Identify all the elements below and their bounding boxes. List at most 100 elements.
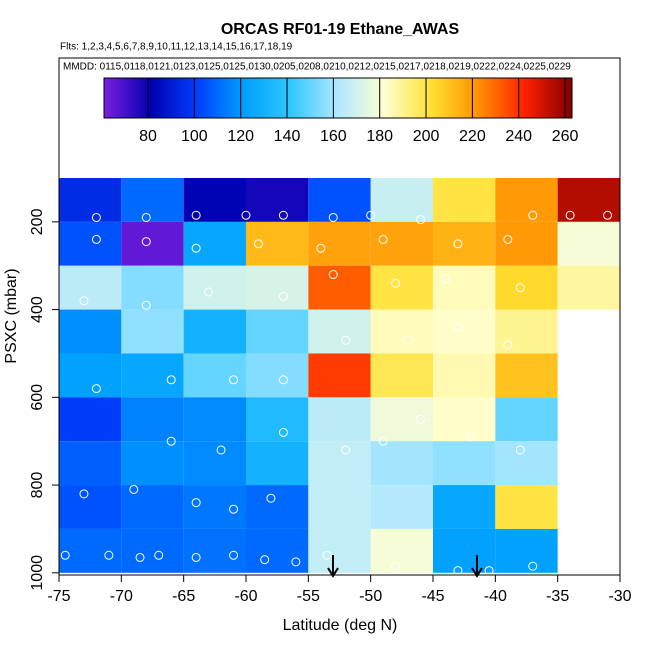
cell (59, 353, 122, 398)
x-tick-label: -65 (172, 588, 195, 605)
point (278, 427, 288, 437)
cell (121, 528, 184, 573)
cell (246, 397, 309, 442)
cell (183, 221, 246, 266)
point (366, 210, 376, 220)
point (191, 243, 201, 253)
y-tick-label: 400 (29, 296, 46, 323)
cell (246, 441, 309, 486)
cell (433, 265, 496, 310)
cell (308, 221, 371, 266)
cell (59, 397, 122, 442)
cell (308, 178, 371, 222)
point (216, 445, 226, 455)
point (453, 322, 463, 332)
point (328, 270, 338, 280)
point (253, 239, 263, 249)
heatmap (59, 178, 620, 573)
point (191, 498, 201, 508)
cell (308, 353, 371, 398)
cell (183, 397, 246, 442)
point (503, 340, 513, 350)
x-tick-label: -45 (421, 588, 444, 605)
point (229, 550, 239, 560)
point (191, 210, 201, 220)
colorbar-tick-label: 180 (366, 128, 393, 145)
point (278, 375, 288, 385)
colorbar-tick-label: 260 (552, 128, 579, 145)
cell (59, 178, 122, 222)
colorbar-tick-label: 200 (413, 128, 440, 145)
cell (370, 397, 433, 442)
point (515, 283, 525, 293)
cell (183, 309, 246, 354)
point (391, 561, 401, 571)
point (260, 555, 270, 565)
cell (308, 441, 371, 486)
cell (308, 265, 371, 310)
cell (183, 178, 246, 222)
arrows (327, 555, 483, 578)
point (453, 239, 463, 249)
cell (495, 221, 558, 266)
cell (495, 485, 558, 529)
point (440, 274, 450, 284)
point (91, 212, 101, 222)
x-tick-label: -30 (608, 588, 631, 605)
cell (557, 265, 620, 310)
cell (370, 178, 433, 222)
cell (121, 221, 184, 266)
cell (370, 528, 433, 573)
cell (370, 441, 433, 486)
point (341, 335, 351, 345)
x-tick-label: -75 (47, 588, 70, 605)
y-tick-label: 800 (29, 472, 46, 499)
cell (59, 265, 122, 310)
cell (433, 353, 496, 398)
cell (246, 178, 309, 222)
annotation: MMDD: 0115,0118,0121,0123,0125,0125,0130… (63, 62, 571, 73)
point (154, 550, 164, 560)
point (135, 552, 145, 562)
cell (59, 441, 122, 486)
x-tick-label: -50 (359, 588, 382, 605)
cell (121, 397, 184, 442)
point (603, 210, 613, 220)
x-tick-label: -40 (484, 588, 507, 605)
cell (433, 221, 496, 266)
point (91, 234, 101, 244)
point (565, 210, 575, 220)
cell (557, 221, 620, 266)
cell (121, 485, 184, 529)
point (129, 484, 139, 494)
point (378, 436, 388, 446)
cell (246, 528, 309, 573)
cell (121, 178, 184, 222)
cell (59, 528, 122, 573)
cell (433, 397, 496, 442)
point (378, 234, 388, 244)
point (278, 210, 288, 220)
cell (370, 309, 433, 354)
cell (495, 309, 558, 354)
point (316, 243, 326, 253)
colorbar-tick-label: 160 (320, 128, 347, 145)
cell (183, 353, 246, 398)
cell (370, 221, 433, 266)
cell (183, 528, 246, 573)
cell (183, 485, 246, 529)
point (141, 237, 151, 247)
cell (495, 353, 558, 398)
point (191, 552, 201, 562)
y-axis-label: PSXC (mbar) (3, 268, 20, 363)
cell (370, 485, 433, 529)
colorbar-tick-label: 120 (227, 128, 254, 145)
point (79, 489, 89, 499)
cell (557, 178, 620, 222)
point (528, 561, 538, 571)
cell (495, 397, 558, 442)
cell (308, 485, 371, 529)
point (403, 335, 413, 345)
cell (370, 353, 433, 398)
